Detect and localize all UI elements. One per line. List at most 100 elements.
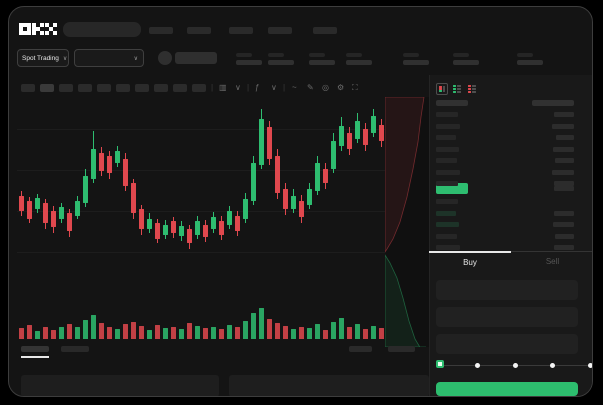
chevron-down-icon[interactable]: ∨ [271,83,277,92]
slider-step-dot[interactable] [550,363,555,368]
slider-step-dot[interactable] [587,363,592,368]
ask-row-price[interactable] [436,112,458,117]
candle-body [203,225,208,237]
book-bids-icon[interactable] [451,83,463,95]
volume-bar [307,328,312,339]
ticker-stat-value-placeholder [236,60,262,65]
nav-item-placeholder[interactable] [149,27,173,34]
slider-step-dot[interactable] [475,363,480,368]
ticker-stat-label-placeholder [517,53,533,57]
bottom-action-placeholder[interactable] [388,346,415,352]
ticker-stat-value-placeholder [268,60,294,65]
candle-body [115,151,120,163]
ask-row-price[interactable] [436,169,460,175]
orderbook-last-price-bar[interactable] [436,183,468,194]
nav-item-placeholder[interactable] [268,27,292,34]
line-tool-icon[interactable]: ~ [292,83,297,92]
volume-bar [155,325,160,339]
fullscreen-icon[interactable]: ⛶ [352,83,358,92]
chevron-down-icon: ∨ [133,55,138,62]
candle-body [307,189,312,205]
okx-logo[interactable] [19,23,57,35]
ask-row-price[interactable] [436,158,457,163]
market-type-dropdown[interactable]: Spot Trading ∨ [17,49,69,67]
volume-bar [27,325,32,339]
candle-body [51,211,56,227]
book-asks-icon[interactable] [466,83,478,95]
camera-icon[interactable]: ◎ [322,83,329,92]
candle-body [83,176,88,203]
volume-bar [339,318,344,339]
volume-bar [131,322,136,339]
volume-bar [139,326,144,339]
candle-body [227,211,232,225]
chart-type-icon[interactable]: ▥ [219,83,227,92]
search-input[interactable] [63,22,141,37]
volume-bar [251,313,256,339]
volume-bar [323,330,328,339]
bid-row-price[interactable] [436,199,458,204]
candle-body [107,156,112,173]
book-combined-icon[interactable] [436,83,448,95]
ask-row-price[interactable] [436,123,460,129]
timeframe-button[interactable] [97,84,111,92]
bid-row-price[interactable] [436,222,459,228]
price-field[interactable] [436,280,578,300]
candle-body [219,221,224,235]
total-field[interactable] [436,334,578,354]
bid-row-price[interactable] [436,245,460,251]
amount-field[interactable] [436,307,578,327]
nav-item-placeholder[interactable] [187,27,211,34]
timeframe-button[interactable] [59,84,73,92]
divider: | [283,83,286,92]
timeframe-button[interactable] [135,84,149,92]
orderbook-amount-bar [554,186,574,191]
timeframe-button[interactable] [78,84,92,92]
volume-bar [187,323,192,339]
tab-buy[interactable]: Buy [429,251,511,273]
candle-body [43,203,48,223]
bottom-tab[interactable] [61,346,89,352]
timeframe-button[interactable] [21,84,35,92]
bid-row-price[interactable] [436,210,456,216]
bid-row-amount [554,245,574,251]
bottom-panel [21,375,219,396]
candlestick-chart[interactable] [17,101,389,293]
bottom-tab-active[interactable] [21,346,49,352]
volume-bar [179,329,184,339]
draw-icon[interactable]: ✎ [307,83,314,92]
timeframe-button[interactable] [173,84,187,92]
slider-handle[interactable] [436,360,444,368]
nav-item-placeholder[interactable] [229,27,253,34]
candle-body [379,125,384,141]
bid-row-amount [554,210,574,216]
settings-icon[interactable]: ⚙ [337,83,345,92]
slider-step-dot[interactable] [512,363,518,368]
volume-bar [267,319,272,339]
last-price-placeholder [175,52,217,64]
timeframe-button[interactable] [116,84,130,92]
timeframe-button[interactable] [40,84,54,92]
candle-body [139,209,144,229]
bottom-action-placeholder[interactable] [349,346,372,352]
nav-item-placeholder[interactable] [313,27,337,34]
buy-button[interactable] [436,382,578,396]
timeframe-button[interactable] [192,84,206,92]
ask-row-amount [554,181,574,186]
ask-row-price[interactable] [436,135,456,140]
candle-body [283,189,288,209]
bid-row-price[interactable] [436,233,457,239]
candle-body [323,169,328,183]
pair-selector[interactable]: ∨ [74,49,144,67]
gridline [17,211,389,212]
indicators-icon[interactable]: ƒ [255,83,260,92]
chevron-down-icon[interactable]: ∨ [235,83,241,92]
ask-row-price[interactable] [436,146,459,152]
ask-row-price[interactable] [436,181,458,186]
market-type-label: Spot Trading [22,54,59,62]
volume-bar [99,323,104,339]
volume-bar [115,329,120,339]
timeframe-button[interactable] [154,84,168,92]
tab-sell[interactable]: Sell [511,251,592,272]
volume-bar [275,323,280,339]
